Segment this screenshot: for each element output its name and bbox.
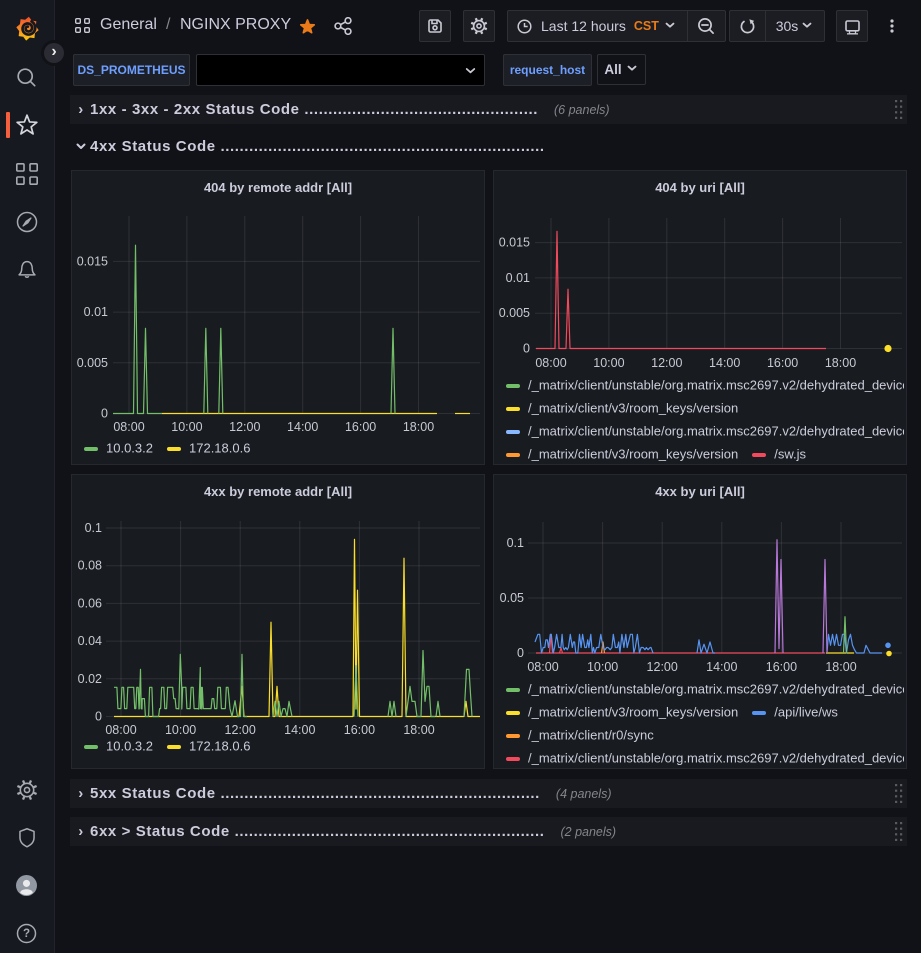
svg-text:0: 0: [101, 407, 108, 421]
svg-text:0.01: 0.01: [506, 271, 530, 285]
svg-text:18:00: 18:00: [403, 420, 434, 434]
svg-text:10:00: 10:00: [593, 356, 624, 370]
svg-text:14:00: 14:00: [709, 356, 740, 370]
svg-text:12:00: 12:00: [651, 356, 682, 370]
svg-text:18:00: 18:00: [825, 356, 856, 370]
svg-text:0.02: 0.02: [78, 672, 102, 686]
svg-text:0.08: 0.08: [78, 559, 102, 573]
svg-text:0.005: 0.005: [499, 306, 530, 320]
svg-text:08:00: 08:00: [113, 420, 144, 434]
svg-text:16:00: 16:00: [766, 660, 797, 674]
svg-text:10:00: 10:00: [587, 660, 618, 674]
svg-text:0: 0: [523, 342, 530, 356]
svg-text:0.015: 0.015: [77, 254, 108, 268]
svg-text:08:00: 08:00: [535, 356, 566, 370]
svg-text:10:00: 10:00: [165, 723, 196, 737]
svg-text:0.1: 0.1: [507, 536, 524, 550]
svg-text:0: 0: [517, 646, 524, 660]
svg-text:10:00: 10:00: [171, 420, 202, 434]
svg-text:12:00: 12:00: [647, 660, 678, 674]
svg-text:08:00: 08:00: [527, 660, 558, 674]
svg-text:0.06: 0.06: [78, 596, 102, 610]
svg-text:14:00: 14:00: [706, 660, 737, 674]
svg-text:18:00: 18:00: [403, 723, 434, 737]
svg-text:12:00: 12:00: [225, 723, 256, 737]
svg-text:14:00: 14:00: [287, 420, 318, 434]
svg-text:?: ?: [23, 928, 30, 940]
svg-text:16:00: 16:00: [345, 420, 376, 434]
svg-text:16:00: 16:00: [344, 723, 375, 737]
svg-text:0.1: 0.1: [85, 521, 102, 535]
svg-text:14:00: 14:00: [284, 723, 315, 737]
svg-text:18:00: 18:00: [825, 660, 856, 674]
svg-text:0.04: 0.04: [78, 634, 102, 648]
svg-text:0.005: 0.005: [77, 356, 108, 370]
svg-text:0.01: 0.01: [84, 305, 108, 319]
svg-text:0: 0: [95, 710, 102, 724]
svg-text:0.05: 0.05: [500, 591, 524, 605]
svg-text:12:00: 12:00: [229, 420, 260, 434]
svg-text:16:00: 16:00: [767, 356, 798, 370]
svg-text:0.015: 0.015: [499, 236, 530, 250]
svg-text:08:00: 08:00: [105, 723, 136, 737]
